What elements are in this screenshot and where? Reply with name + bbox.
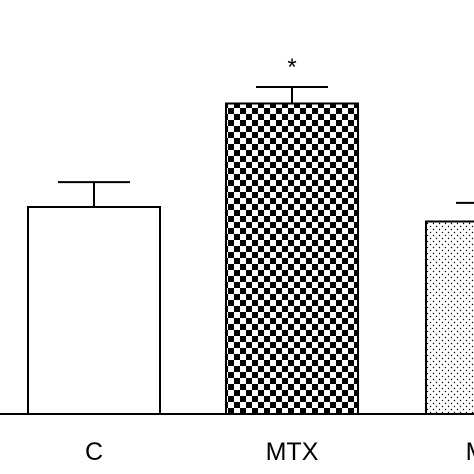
error-bar-2: [456, 201, 474, 204]
bars-layer: [27, 85, 474, 415]
bar-0: [27, 206, 161, 415]
error-bar-0: [58, 181, 130, 207]
category-label-0: C: [85, 438, 103, 466]
category-label-2: MTX: [466, 438, 474, 466]
bar-1: [225, 102, 359, 415]
category-label-1: MTX: [266, 438, 319, 466]
significance-marker: *: [287, 54, 296, 81]
error-bar-1: [256, 85, 328, 104]
tick-labels-layer: C * MTX MTX: [85, 54, 474, 466]
bar-2: [425, 220, 474, 415]
